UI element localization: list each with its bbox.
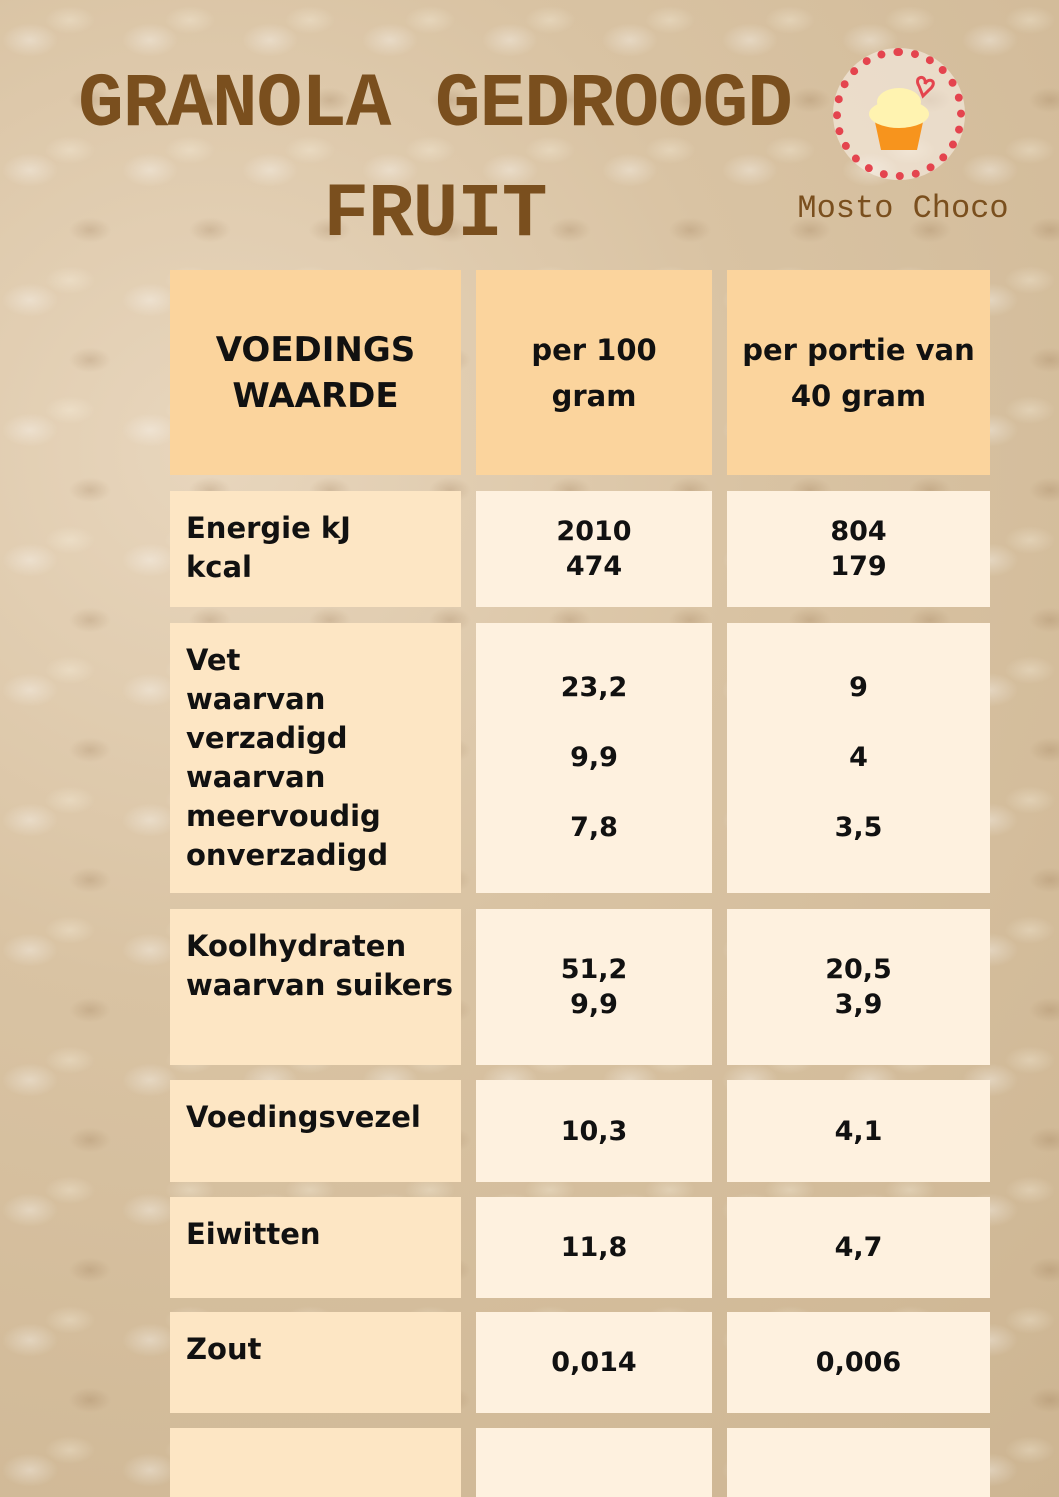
cell-text: 804 (830, 516, 887, 547)
empty-cell (170, 1428, 461, 1497)
cell-text: Vet (186, 643, 241, 677)
cell-text: 9,9 (570, 989, 618, 1020)
cell-text: per portie van (742, 332, 975, 367)
cell-text: 51,2 (560, 954, 628, 985)
cell-text: 474 (565, 551, 623, 582)
cell-text: gram (551, 378, 637, 413)
cell-text: 3,5 (834, 812, 883, 843)
cell-text: 7,8 (570, 812, 618, 843)
header-cell: per portie van 40 gram (727, 270, 990, 475)
cell-text: WAARDE (232, 375, 399, 416)
value-cell: 2010 474 (476, 491, 712, 607)
cell-text: 0,014 (551, 1347, 637, 1378)
cell-text: 40 gram (790, 378, 927, 413)
value-cell: 20,5 3,9 (727, 909, 990, 1065)
header-cell: VOEDINGS WAARDE (170, 270, 461, 475)
title-line: FRUIT (323, 172, 547, 258)
cell-text: 179 (830, 551, 887, 582)
cell-text: 10,3 (560, 1115, 628, 1147)
cell-text: 2010 (556, 516, 632, 547)
value-cell: 11,8 (476, 1197, 712, 1298)
empty-cell (727, 1428, 990, 1497)
value-cell: 51,2 9,9 (476, 909, 712, 1065)
row-label: Vet waarvan verzadigd waarvan meervoudig onve… (170, 623, 461, 893)
logo-text: Mosto Choco (797, 190, 1009, 227)
row-label: Eiwitten (170, 1197, 461, 1298)
cell-text: verzadigd (186, 721, 348, 755)
cell-text: Energie kJ (186, 511, 351, 545)
cupcake-icon (869, 76, 935, 150)
logo (833, 48, 965, 180)
cell-text: 20,5 (825, 954, 892, 985)
cell-text: Voedingsvezel (186, 1100, 421, 1134)
cell-text: 3,9 (834, 989, 883, 1020)
value-cell: 23,2 9,9 7,8 (476, 623, 712, 893)
value-cell: 9 4 3,5 (727, 623, 990, 893)
cell-text: kcal (186, 550, 252, 584)
cell-text: per 100 (531, 332, 657, 367)
cell-text: 23,2 (560, 672, 628, 703)
value-cell: 10,3 (476, 1080, 712, 1182)
cell-text: Koolhydraten (186, 929, 407, 963)
row-label: Energie kJ kcal (170, 491, 461, 607)
value-cell: 0,006 (727, 1312, 990, 1413)
cell-text: waarvan suikers (186, 968, 454, 1002)
cell-text: waarvan (186, 760, 326, 794)
cell-text: 4,7 (834, 1232, 883, 1263)
header-cell: per 100 gram (476, 270, 712, 475)
value-cell: 804 179 (727, 491, 990, 607)
cell-text: waarvan (186, 682, 326, 716)
cell-text: Zout (186, 1332, 262, 1366)
value-cell: 0,014 (476, 1312, 712, 1413)
cell-text: 0,006 (815, 1347, 902, 1378)
cell-text: onverzadigd (186, 838, 389, 872)
row-label: Koolhydraten waarvan suikers (170, 909, 461, 1065)
cell-text: 11,8 (560, 1232, 628, 1263)
cell-text: 4,1 (834, 1115, 883, 1147)
cell-text: Eiwitten (186, 1217, 321, 1251)
cell-text: 9,9 (570, 742, 618, 773)
cell-text: meervoudig (186, 799, 381, 833)
cell-text: 4 (849, 742, 868, 773)
cell-text: VOEDINGS (215, 329, 416, 370)
cell-text: 9 (849, 672, 868, 703)
value-cell: 4,7 (727, 1197, 990, 1298)
value-cell: 4,1 (727, 1080, 990, 1182)
row-label: Voedingsvezel (170, 1080, 461, 1182)
row-label: Zout (170, 1312, 461, 1413)
empty-cell (476, 1428, 712, 1497)
title-line: GRANOLA GEDROOGD (78, 62, 793, 148)
